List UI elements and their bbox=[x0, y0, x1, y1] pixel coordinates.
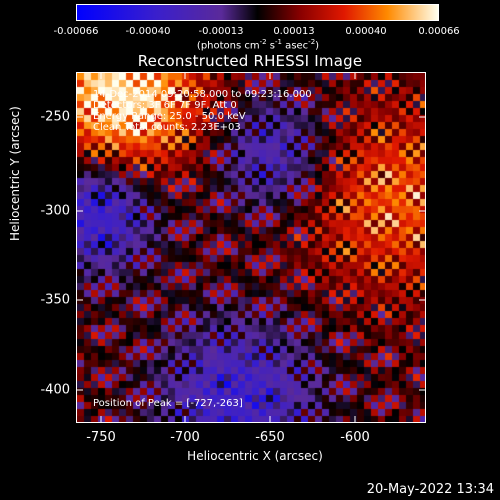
colorbar-tick-label: 0.00066 bbox=[418, 26, 460, 37]
y-tick-label: -250 bbox=[40, 109, 70, 125]
x-axis-label: Heliocentric X (arcsec) bbox=[187, 449, 323, 463]
x-tick-label: -600 bbox=[340, 430, 370, 445]
y-tick-label: -300 bbox=[40, 203, 70, 219]
image-title: Reconstructed RHESSI Image bbox=[137, 52, 363, 70]
colorbar-tick-label: -0.00040 bbox=[125, 26, 171, 37]
colorbar-units: (photons cm-2 s-1 asec-2) bbox=[196, 38, 320, 52]
x-tick-label: -750 bbox=[86, 430, 116, 445]
plot-timestamp: 20-May-2022 13:34 bbox=[366, 482, 494, 497]
colorbar bbox=[76, 4, 439, 21]
x-tick-label: -700 bbox=[170, 430, 200, 445]
y-tick-label: -350 bbox=[40, 292, 70, 308]
colorbar-tick-label: -0.00013 bbox=[198, 26, 244, 37]
x-tick-label: -650 bbox=[255, 430, 285, 445]
clean-counts-annotation: Clean Total counts: 2.23E+03 bbox=[93, 122, 241, 133]
time-range-annotation: 14-Dec-2014 09:20:58.000 to 09:23:16.000 bbox=[93, 89, 312, 100]
peak-position-annotation: Position of Peak = [-727,-263] bbox=[93, 398, 243, 409]
rhessi-heatmap bbox=[77, 73, 425, 422]
colorbar-tick-label: 0.00013 bbox=[273, 26, 315, 37]
rhessi-image-panel: 14-Dec-2014 09:20:58.000 to 09:23:16.000… bbox=[76, 72, 426, 423]
detectors-annotation: Detectors: 3F 6F 7F 9F, Att 0 bbox=[93, 100, 237, 111]
colorbar-tick-label: -0.00066 bbox=[53, 26, 99, 37]
colorbar-tick-label: 0.00040 bbox=[345, 26, 387, 37]
energy-range-annotation: Energy Range: 25.0 - 50.0 keV bbox=[93, 111, 246, 122]
y-axis-label: Heliocentric Y (arcsec) bbox=[8, 106, 22, 241]
y-tick-label: -400 bbox=[40, 382, 70, 398]
